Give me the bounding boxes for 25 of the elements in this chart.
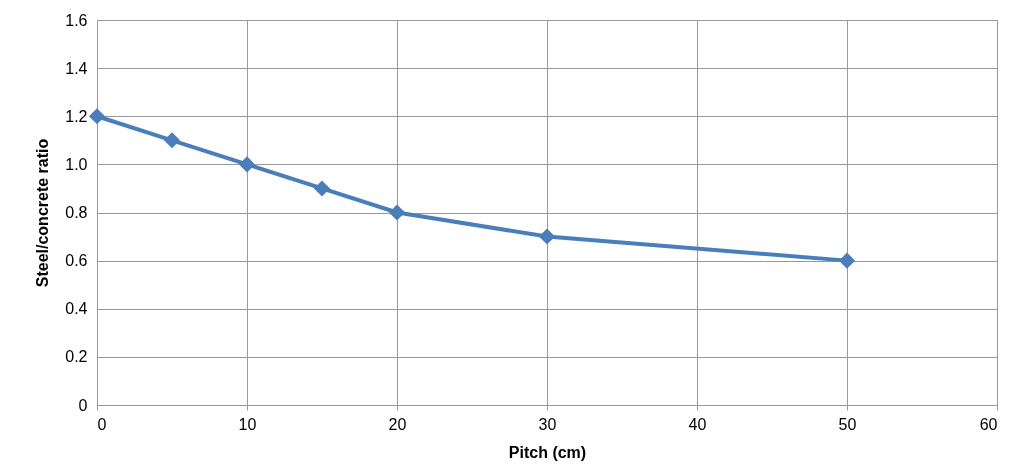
x-tick-label: 10: [238, 415, 257, 433]
y-tick-label: 0: [78, 396, 88, 414]
point: [163, 132, 181, 149]
point: [838, 252, 856, 269]
y-axis-title: Steel/concrete ratio: [34, 138, 52, 288]
x-tick-label: 60: [979, 415, 998, 433]
point: [388, 204, 406, 221]
y-tick-label: 1.2: [65, 107, 88, 125]
point: [538, 228, 556, 245]
y-tick-label: 0.6: [65, 252, 88, 270]
y-tick-label: 1.0: [65, 155, 88, 173]
y-tick-label: 0.8: [65, 204, 88, 221]
point: [88, 108, 106, 125]
y-tick-label: 0.2: [65, 348, 88, 366]
x-tick-label: 50: [838, 415, 857, 433]
x-tick-label: 20: [388, 415, 407, 433]
point: [313, 180, 331, 197]
y-tick-label: 1.6: [65, 11, 88, 29]
x-tick-label: 40: [688, 415, 707, 433]
x-tick-label: 0: [97, 415, 107, 433]
y-tick-label: 1.4: [65, 59, 88, 77]
y-tick-label: 0.4: [65, 300, 88, 318]
x-axis-title: Pitch (cm): [508, 443, 587, 461]
x-tick-label: 30: [538, 415, 557, 433]
point: [238, 156, 256, 173]
